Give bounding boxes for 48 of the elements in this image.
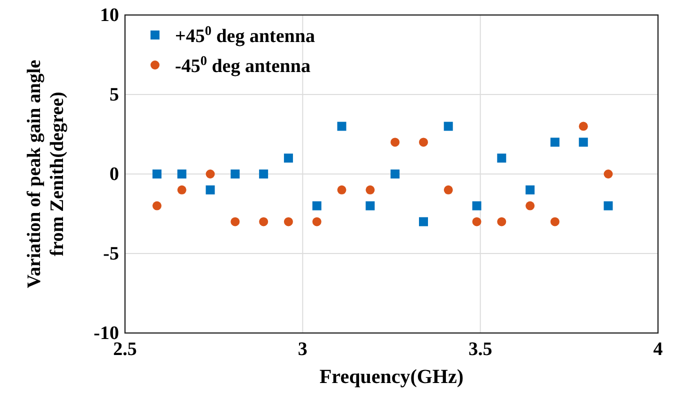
point — [472, 217, 482, 226]
point — [206, 170, 215, 178]
point — [550, 217, 560, 226]
point — [526, 201, 535, 210]
point — [312, 201, 322, 210]
point — [284, 154, 293, 163]
point — [259, 170, 268, 178]
point — [578, 138, 588, 147]
point — [259, 217, 268, 226]
y-tick-label: 10 — [100, 5, 119, 26]
x-tick-label: 4 — [653, 339, 664, 360]
point — [177, 185, 186, 194]
point — [578, 122, 588, 131]
point — [390, 170, 400, 178]
point — [230, 170, 240, 178]
point — [337, 122, 346, 131]
point — [444, 122, 453, 131]
point — [472, 201, 482, 210]
point — [206, 185, 215, 194]
point — [418, 138, 428, 147]
point — [152, 201, 162, 210]
point — [444, 185, 453, 194]
point — [418, 217, 428, 226]
point — [177, 170, 186, 178]
legend-label: -45$^{0}$ deg antenna — [175, 52, 311, 77]
y-axis-title: Variation of peak gain angle from Zenith(degree) — [24, 60, 68, 288]
y-tick-label: 0 — [110, 164, 119, 185]
point — [284, 217, 293, 226]
point — [390, 138, 400, 147]
point — [230, 217, 240, 226]
point — [366, 201, 375, 210]
point — [337, 185, 346, 194]
point — [497, 154, 506, 163]
point — [526, 185, 535, 194]
point — [604, 201, 613, 210]
point — [497, 217, 506, 226]
y-tick-label: -5 — [103, 244, 119, 264]
legend-label: +45$^{0}$ deg antenna — [175, 22, 316, 47]
point — [604, 170, 613, 178]
y-tick-label: 5 — [110, 84, 119, 106]
point — [152, 170, 162, 178]
x-tick-label: 2.5 — [113, 339, 137, 360]
x-tick-label: 3.5 — [468, 339, 492, 360]
x-axis-title: Frequency(GHz) — [319, 366, 464, 388]
x-tick-label: 3 — [298, 339, 308, 360]
point — [312, 217, 322, 226]
point — [550, 138, 560, 147]
point — [366, 185, 375, 194]
